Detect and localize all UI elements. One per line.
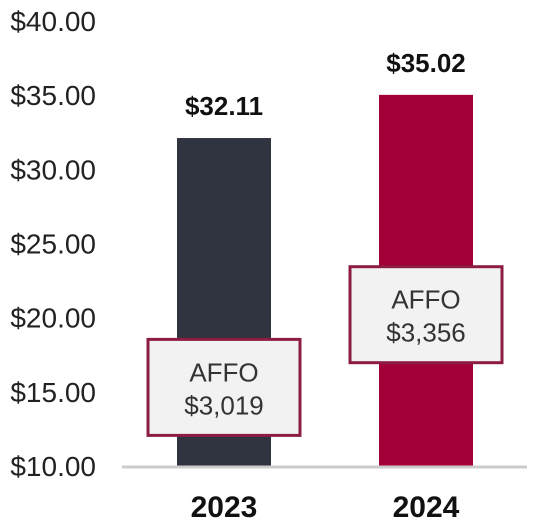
y-tick-label: $30.00 — [10, 154, 96, 185]
annotation-box-2024 — [348, 265, 504, 365]
annotation-title-2024: AFFO — [391, 285, 460, 315]
y-tick-label: $20.00 — [10, 303, 96, 334]
data-label-2023: $32.11 — [185, 91, 263, 121]
annotation-title-2023: AFFO — [189, 357, 258, 387]
y-tick-label: $35.00 — [10, 80, 96, 111]
y-tick-label: $10.00 — [10, 451, 96, 482]
y-axis-ticks: $10.00 $15.00 $20.00 $25.00 $30.00 $35.00 $40.… — [10, 6, 96, 482]
annotation-box-2023 — [146, 337, 302, 437]
annotation-value-2024: $3,356 — [386, 318, 466, 348]
y-tick-label: $40.00 — [10, 6, 96, 37]
y-tick-label: $15.00 — [10, 377, 96, 408]
category-label-2024: 2024 — [393, 491, 460, 522]
data-label-2024: $35.02 — [386, 48, 466, 78]
annotation-value-2023: $3,019 — [184, 390, 264, 420]
data-labels: $32.11 $35.02 — [185, 48, 466, 121]
category-label-2023: 2023 — [191, 491, 258, 522]
x-axis-categories: 2023 2024 — [191, 491, 460, 522]
y-tick-label: $25.00 — [10, 229, 96, 260]
